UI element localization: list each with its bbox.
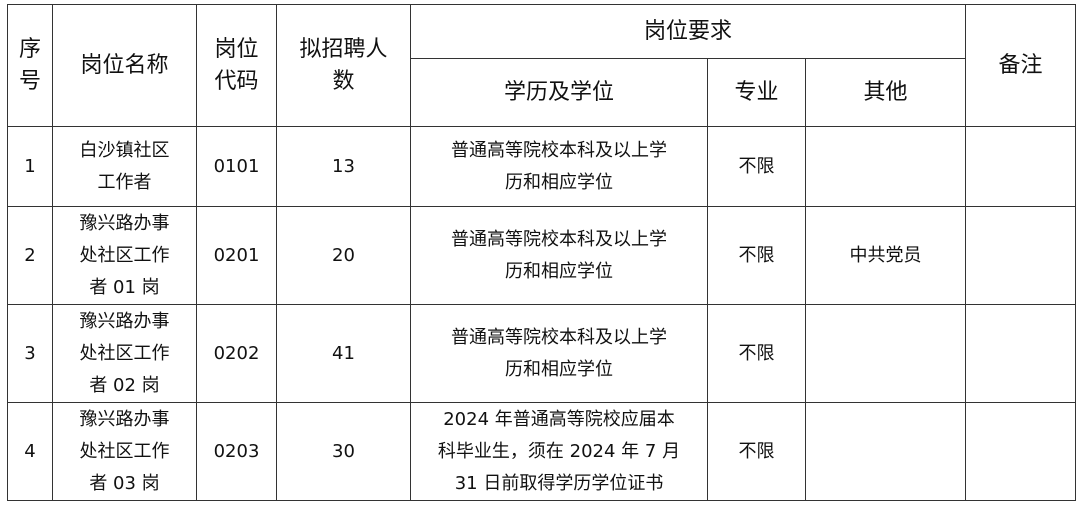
cell-remarks <box>965 126 1076 207</box>
cell-count: 30 <box>276 402 411 501</box>
table-row: 3 豫兴路办事 处社区工作者 02 岗 0202 41 普通高等院校本科及以上学 历和相应学… <box>7 304 1076 403</box>
header-education: 学历及学位 <box>410 58 708 127</box>
header-code: 岗位 代码 <box>196 4 277 127</box>
header-seq: 序号 <box>7 4 53 127</box>
table-row: 1 白沙镇社区 工作者 0101 13 普通高等院校本科及以上学 历和相应学位 不限 <box>7 126 1076 207</box>
table-row: 4 豫兴路办事 处社区工作者 03 岗 0203 30 2024 年普通高等院校应届本 科毕… <box>7 402 1076 501</box>
cell-name: 豫兴路办事 处社区工作者 02 岗 <box>52 304 197 403</box>
cell-remarks <box>965 206 1076 305</box>
cell-count: 41 <box>276 304 411 403</box>
cell-major: 不限 <box>707 402 806 501</box>
header-major: 专业 <box>707 58 806 127</box>
cell-seq: 1 <box>7 126 53 207</box>
cell-count: 13 <box>276 126 411 207</box>
cell-remarks <box>965 304 1076 403</box>
cell-code: 0101 <box>196 126 277 207</box>
cell-other <box>805 126 966 207</box>
cell-education: 2024 年普通高等院校应届本 科毕业生，须在 2024 年 7 月 31 日前取得… <box>410 402 708 501</box>
cell-major: 不限 <box>707 126 806 207</box>
cell-education: 普通高等院校本科及以上学 历和相应学位 <box>410 126 708 207</box>
cell-major: 不限 <box>707 206 806 305</box>
cell-name: 豫兴路办事 处社区工作者 01 岗 <box>52 206 197 305</box>
recruitment-table: 序号 岗位名称 岗位 代码 拟招聘人数 岗位要求 备注 学历及学位 专业 其他 1… <box>7 4 1076 501</box>
header-name: 岗位名称 <box>52 4 197 127</box>
header-other: 其他 <box>805 58 966 127</box>
cell-other <box>805 402 966 501</box>
cell-code: 0201 <box>196 206 277 305</box>
cell-count: 20 <box>276 206 411 305</box>
header-remarks: 备注 <box>965 4 1076 127</box>
cell-seq: 4 <box>7 402 53 501</box>
cell-code: 0202 <box>196 304 277 403</box>
table-row: 2 豫兴路办事 处社区工作者 01 岗 0201 20 普通高等院校本科及以上学 历和相应学… <box>7 206 1076 305</box>
cell-other <box>805 304 966 403</box>
cell-code: 0203 <box>196 402 277 501</box>
cell-major: 不限 <box>707 304 806 403</box>
cell-seq: 3 <box>7 304 53 403</box>
cell-name: 豫兴路办事 处社区工作者 03 岗 <box>52 402 197 501</box>
cell-other: 中共党员 <box>805 206 966 305</box>
cell-education: 普通高等院校本科及以上学 历和相应学位 <box>410 206 708 305</box>
header-requirements: 岗位要求 <box>410 4 966 59</box>
cell-education: 普通高等院校本科及以上学 历和相应学位 <box>410 304 708 403</box>
header-count: 拟招聘人数 <box>276 4 411 127</box>
cell-name: 白沙镇社区 工作者 <box>52 126 197 207</box>
cell-seq: 2 <box>7 206 53 305</box>
cell-remarks <box>965 402 1076 501</box>
